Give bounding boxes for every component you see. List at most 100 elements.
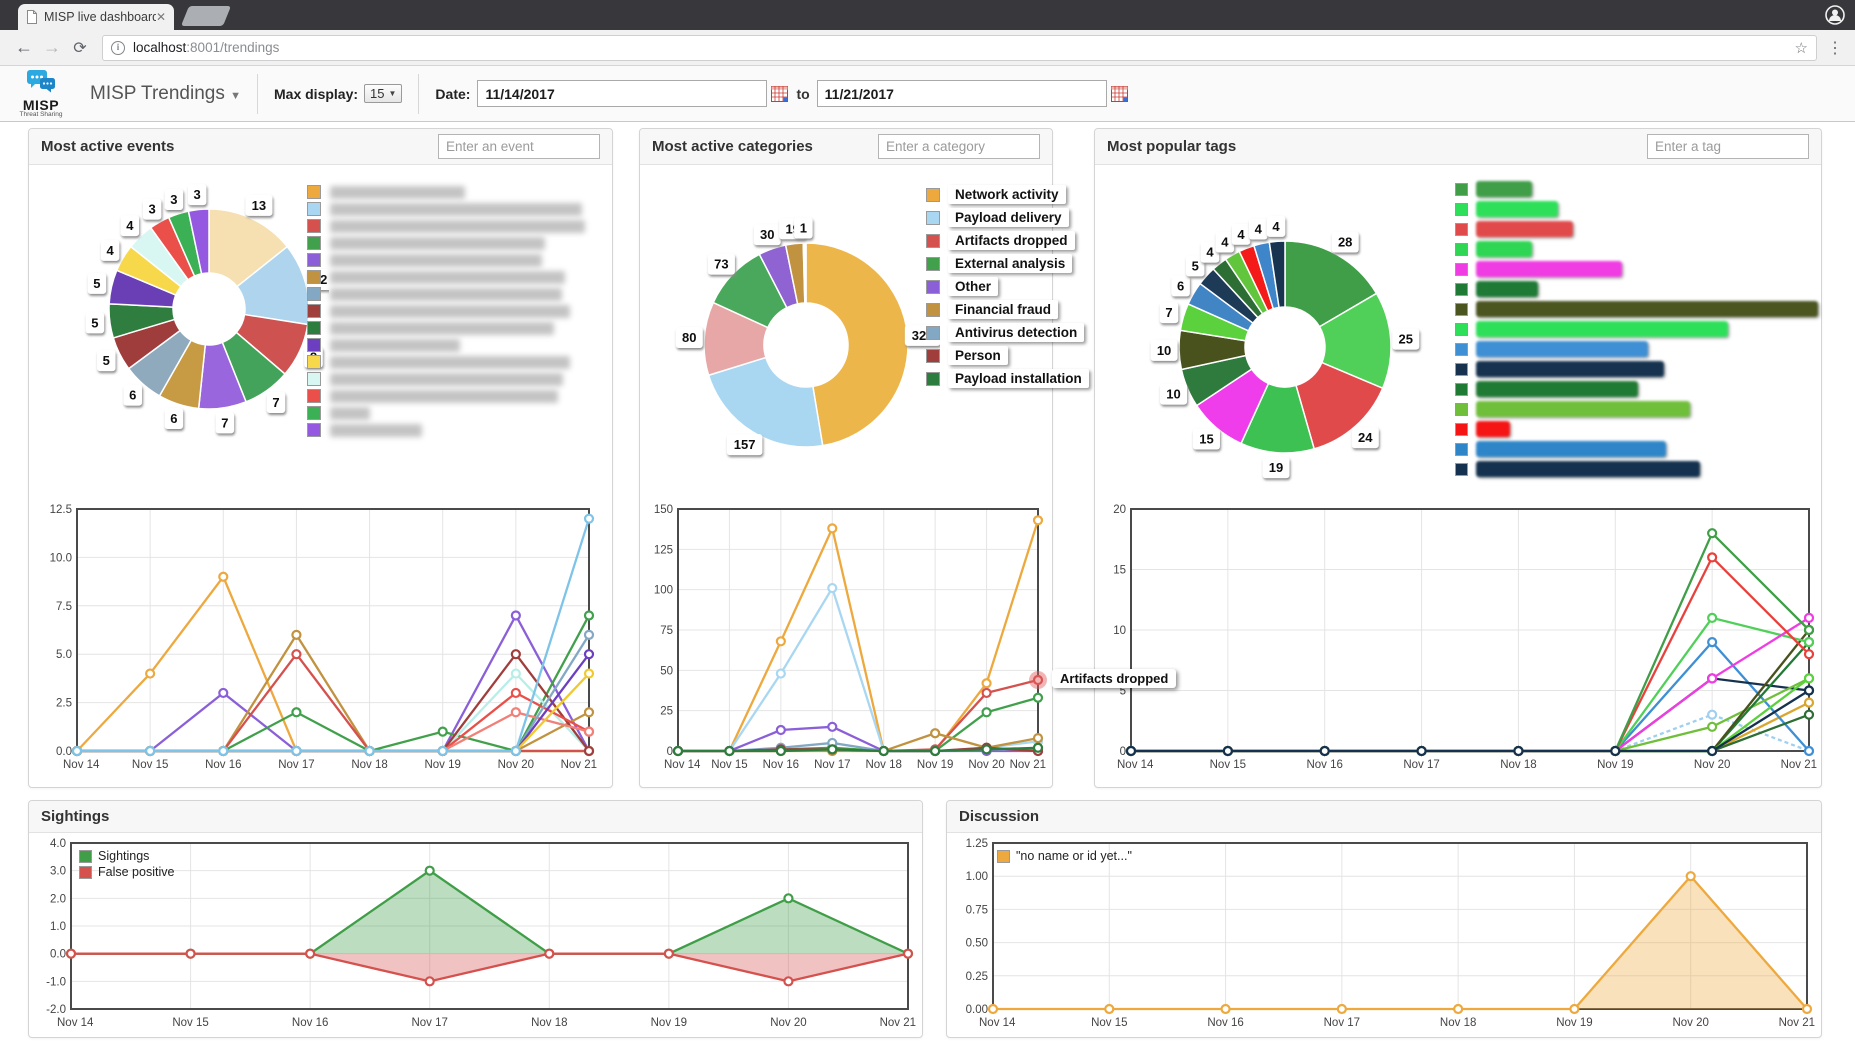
legend-swatch: [1455, 402, 1468, 416]
date-to-input[interactable]: [816, 80, 1107, 107]
legend-swatch: [307, 372, 321, 386]
legend-row: [1455, 321, 1818, 337]
svg-text:Nov 17: Nov 17: [1403, 759, 1439, 771]
svg-text:5: 5: [1192, 258, 1199, 273]
legend-row: [1455, 381, 1818, 397]
legend-swatch: [926, 348, 940, 363]
trendings-menu[interactable]: MISP Trendings ▼: [90, 83, 241, 105]
legend-row: [1455, 281, 1818, 297]
legend-label: Network activity: [948, 185, 1066, 204]
trendings-menu-label: MISP Trendings: [90, 82, 225, 104]
legend-row: Antivirus detection: [926, 323, 1089, 342]
redacted-label: [330, 202, 582, 216]
browser-tab[interactable]: MISP live dashboard ✕: [18, 4, 174, 30]
discussion-legend: "no name or id yet...": [997, 849, 1132, 865]
calendar-icon[interactable]: [1110, 85, 1128, 102]
legend-swatch: [307, 185, 321, 199]
svg-text:10: 10: [1166, 387, 1180, 402]
svg-text:Nov 16: Nov 16: [292, 1017, 328, 1029]
svg-text:25: 25: [1399, 332, 1413, 347]
browser-menu-icon[interactable]: ⋮: [1827, 39, 1843, 57]
svg-text:10: 10: [1157, 343, 1171, 358]
legend-swatch: [1455, 202, 1468, 216]
svg-text:6: 6: [170, 411, 177, 426]
svg-text:10: 10: [1113, 625, 1126, 637]
tag-search-input[interactable]: [1647, 134, 1809, 159]
redacted-label: [330, 236, 545, 250]
categories-legend: Network activity Payload delivery Artifact…: [926, 185, 1089, 392]
panel-most-active-events: Most active events 13128776655544333 12.…: [28, 128, 613, 788]
svg-text:157: 157: [734, 437, 756, 452]
redacted-label: [330, 287, 562, 301]
date-from-input[interactable]: [477, 80, 768, 107]
redacted-label: [330, 372, 563, 386]
back-icon[interactable]: ←: [15, 37, 33, 57]
svg-text:Nov 19: Nov 19: [917, 759, 953, 771]
tags-legend: [1455, 181, 1818, 481]
redacted-label: [330, 338, 460, 352]
svg-text:13: 13: [252, 198, 266, 213]
svg-text:2.5: 2.5: [56, 698, 72, 710]
legend-swatch: [307, 338, 321, 352]
legend-label: Payload installation: [948, 369, 1089, 388]
svg-text:5: 5: [91, 315, 98, 330]
svg-text:Nov 14: Nov 14: [63, 759, 100, 771]
category-search-input[interactable]: [878, 134, 1040, 159]
bookmark-star-icon[interactable]: ☆: [1794, 39, 1808, 57]
page-info-icon[interactable]: i: [111, 40, 125, 55]
panel-header: Most active categories: [640, 129, 1052, 165]
panel-title: Sightings: [41, 808, 110, 825]
redacted-tag-pill: [1476, 181, 1532, 197]
legend-row: [307, 372, 585, 386]
svg-text:Nov 17: Nov 17: [278, 759, 314, 771]
legend-swatch: [307, 321, 321, 335]
redacted-tag-pill: [1476, 301, 1818, 317]
svg-text:Nov 15: Nov 15: [711, 759, 747, 771]
panel-discussion: Discussion 1.25 1.00 0.75 0.50 0.25 0.00 Nov 1…: [946, 800, 1822, 1038]
svg-text:Nov 19: Nov 19: [1556, 1017, 1592, 1029]
svg-text:Nov 16: Nov 16: [1306, 759, 1342, 771]
svg-text:5: 5: [103, 353, 110, 368]
url-field[interactable]: i localhost :8001/trendings ☆: [102, 34, 1817, 61]
profile-avatar-icon[interactable]: [1825, 5, 1845, 25]
calendar-icon[interactable]: [771, 85, 789, 102]
svg-text:Nov 15: Nov 15: [1091, 1017, 1127, 1029]
legend-swatch: [1455, 242, 1468, 256]
svg-text:Nov 21: Nov 21: [1781, 759, 1817, 771]
legend-swatch: [1455, 182, 1468, 196]
panel-title: Most popular tags: [1107, 138, 1237, 155]
event-search-input[interactable]: [438, 134, 600, 159]
legend-row: [307, 236, 585, 250]
legend-swatch: [1455, 262, 1468, 276]
svg-text:4: 4: [126, 218, 134, 233]
tab-close-icon[interactable]: ✕: [155, 10, 166, 24]
panel-sightings: Sightings 4.0 3.0 2.0 1.0 0.0 -1.0 -2.0 Nov 14 N…: [28, 800, 923, 1038]
max-display-select[interactable]: 15 ▼: [364, 84, 403, 103]
redacted-label: [330, 355, 570, 369]
reload-icon[interactable]: ⟳: [73, 39, 87, 57]
legend-row: [1455, 401, 1818, 417]
legend-row: External analysis: [926, 254, 1089, 273]
redacted-tag-pill: [1476, 461, 1700, 477]
legend-swatch: [79, 865, 92, 879]
legend-row: [1455, 441, 1818, 457]
redacted-tag-pill: [1476, 441, 1666, 457]
legend-row: [1455, 261, 1818, 277]
svg-text:1.00: 1.00: [966, 871, 988, 883]
legend-swatch: [1455, 462, 1468, 476]
svg-text:0.0: 0.0: [56, 746, 72, 758]
svg-text:-2.0: -2.0: [46, 1004, 66, 1016]
svg-text:7: 7: [1165, 305, 1172, 320]
legend-swatch: [307, 253, 321, 267]
svg-text:Nov 21: Nov 21: [1779, 1017, 1815, 1029]
svg-text:-1.0: -1.0: [46, 976, 66, 988]
chevron-down-icon: ▼: [230, 89, 241, 102]
svg-text:0: 0: [1120, 746, 1126, 758]
svg-text:12.5: 12.5: [50, 504, 72, 516]
misp-logo[interactable]: MISP Threat Sharing: [10, 69, 72, 119]
events-legend: [307, 185, 585, 440]
svg-text:6: 6: [1177, 278, 1184, 293]
svg-text:15: 15: [1113, 565, 1126, 577]
